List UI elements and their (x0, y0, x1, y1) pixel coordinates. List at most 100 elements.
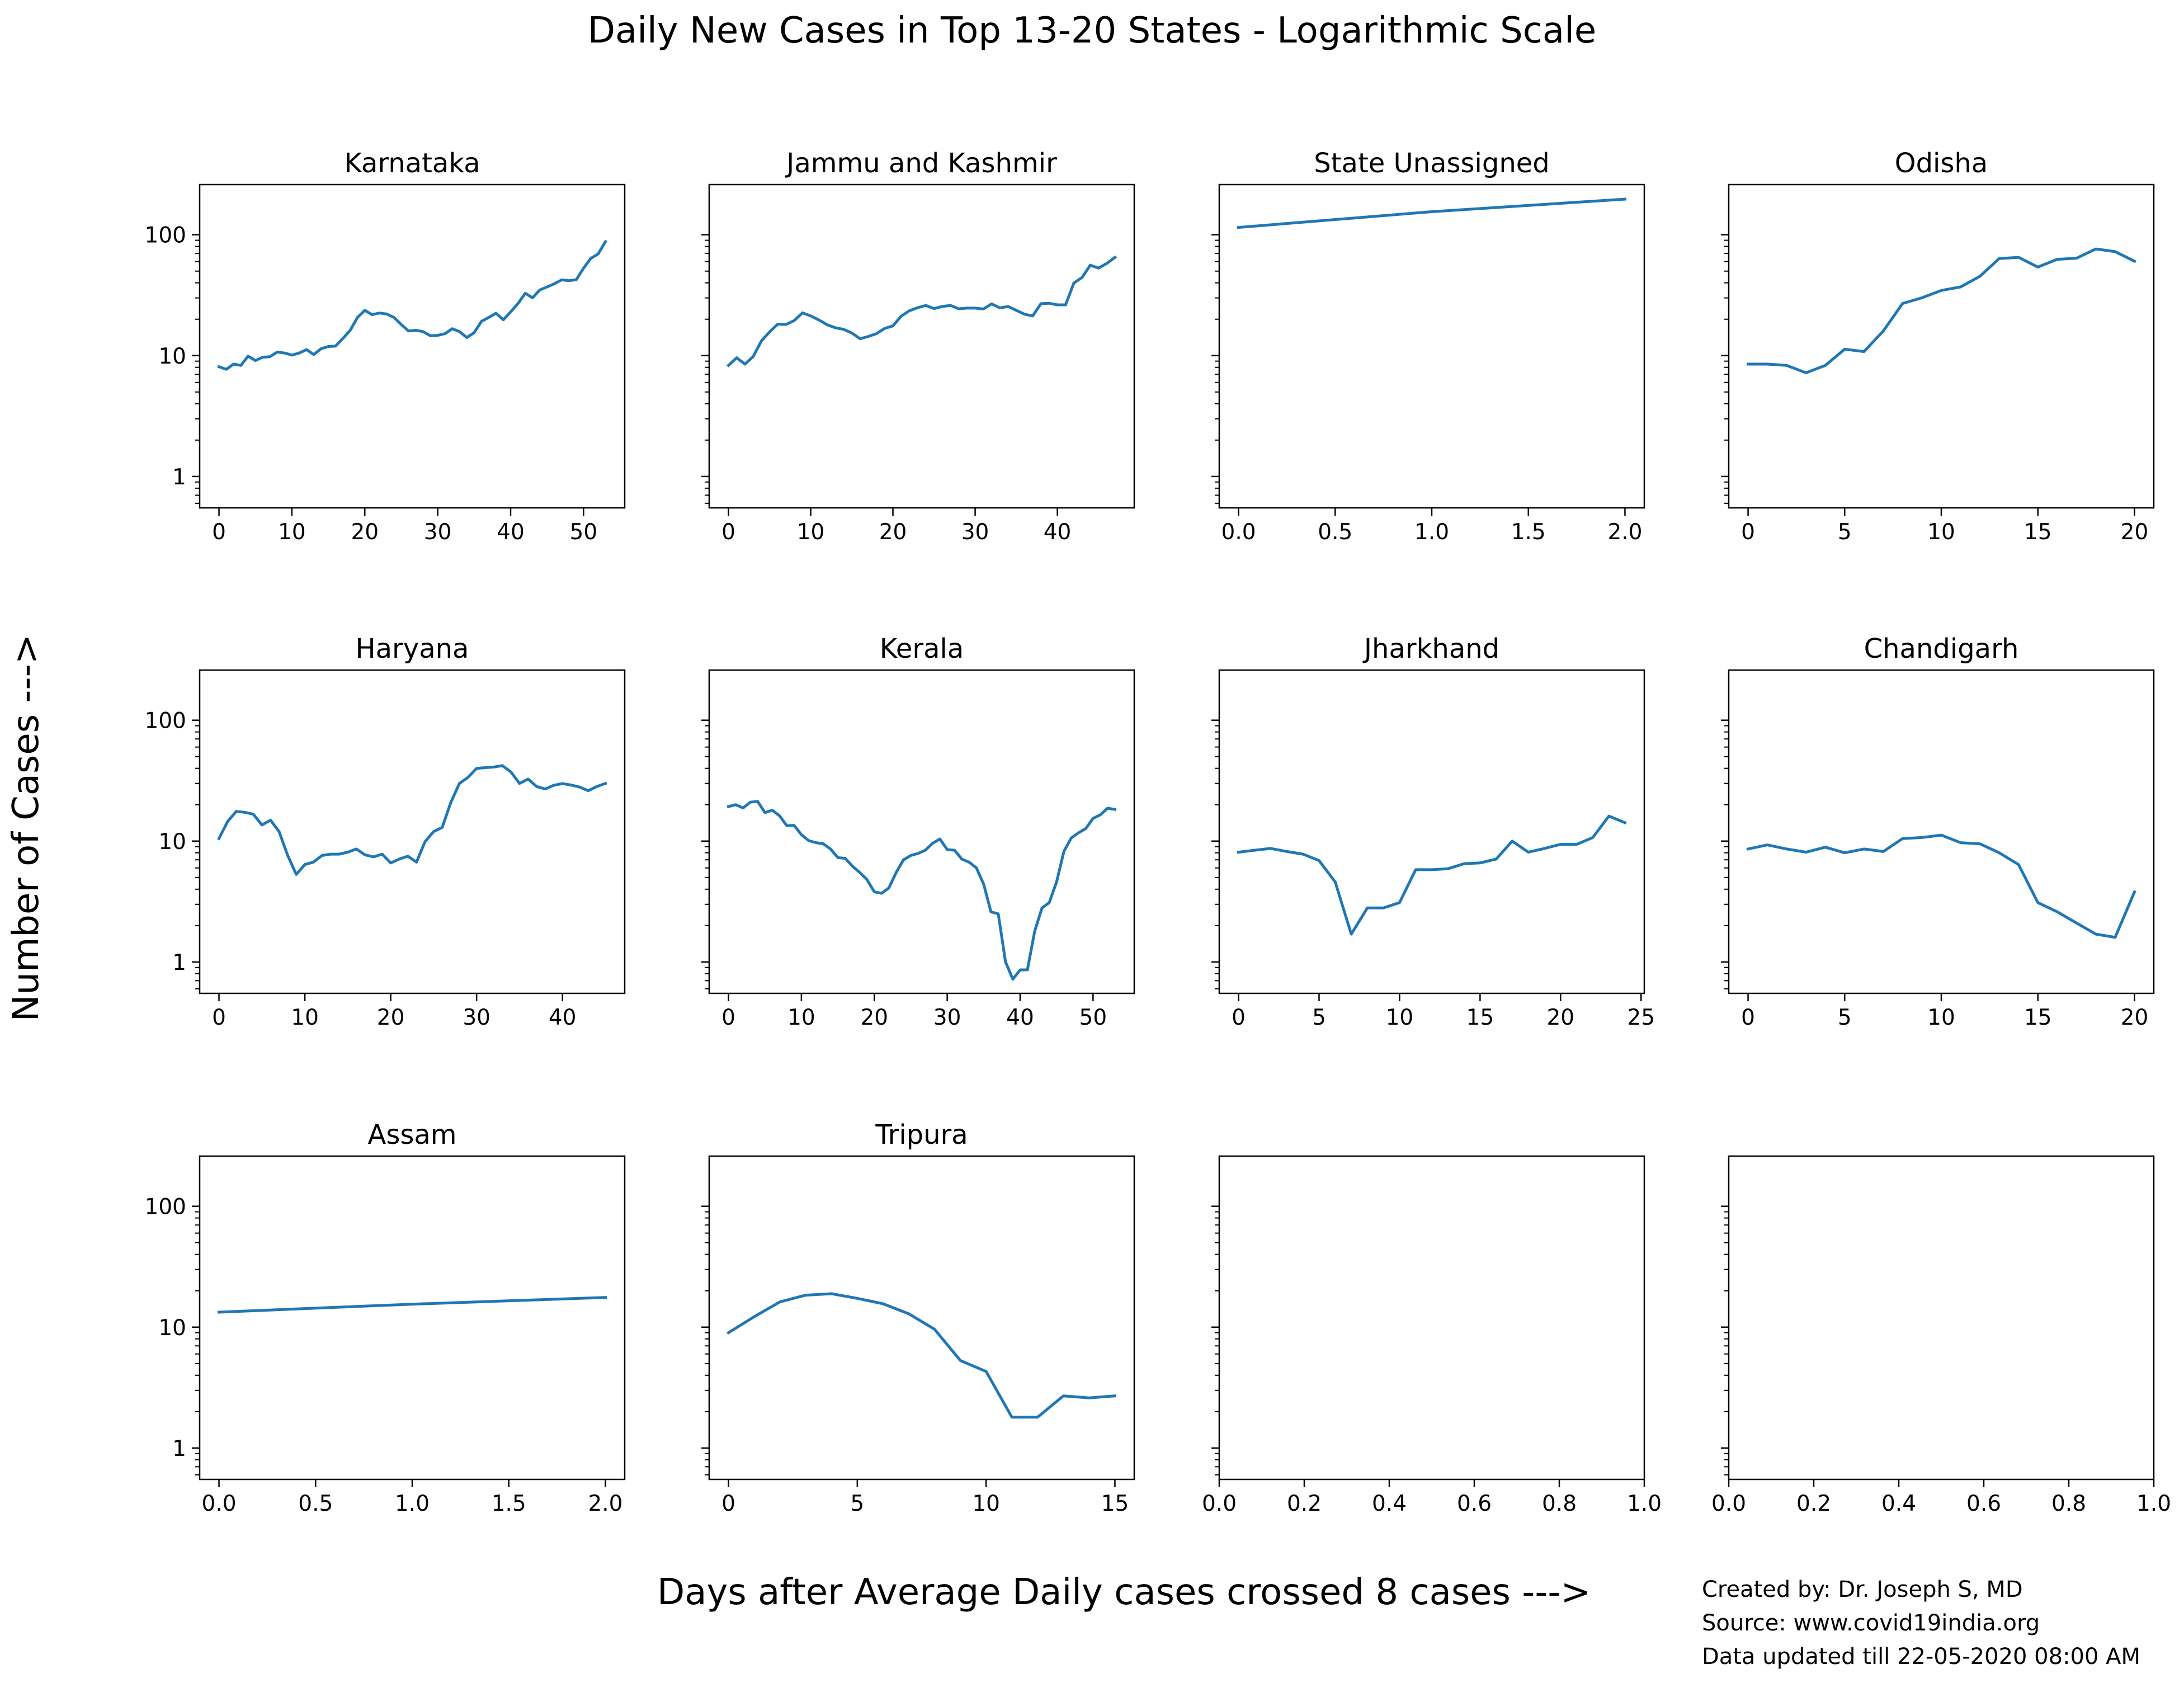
x-tick-label: 0.2 (1796, 1491, 1831, 1516)
y-tick-label: 10 (158, 829, 186, 855)
x-tick-label: 20 (879, 520, 907, 545)
subplot-title: Tripura (875, 1119, 968, 1151)
axes-frame (708, 183, 1135, 509)
x-tick-label: 40 (549, 1005, 577, 1030)
axes-frame (708, 669, 1135, 994)
y-tick-label: 100 (145, 1195, 186, 1220)
x-tick-label: 0 (721, 1491, 735, 1516)
subplot-state-unassigned-2: State Unassigned 0.0 0.5 1.0 1.5 2.0 (1211, 148, 1645, 545)
x-tick-label: 0 (212, 1005, 226, 1030)
subplot-karnataka-0: Karnataka 1 10 100 0 10 20 30 40 50 (145, 148, 626, 545)
x-tick-label: 5 (1838, 1005, 1852, 1030)
y-tick-label: 1 (172, 950, 186, 975)
x-tick-label: 1.5 (492, 1491, 526, 1516)
x-tick-label: 30 (424, 520, 452, 545)
x-tick-label: 20 (1546, 1005, 1574, 1030)
x-tick-label: 40 (497, 520, 525, 545)
series-line (1747, 247, 2136, 375)
y-tick-label: 1 (172, 465, 186, 490)
x-tick-label: 1.0 (395, 1491, 430, 1516)
y-tick-label: 10 (158, 344, 186, 369)
credit-updated: Data updated till 22-05-2020 08:00 AM (1702, 1644, 2141, 1670)
subplot-jharkhand-6: Jharkhand 0 5 10 15 20 25 (1211, 633, 1655, 1030)
x-tick-label: 10 (797, 520, 825, 545)
x-tick-label: 30 (961, 520, 989, 545)
x-tick-label: 0 (721, 520, 735, 545)
subplot-title: Assam (367, 1119, 456, 1151)
y-tick-label: 10 (158, 1316, 186, 1341)
axes-frame (708, 1155, 1135, 1481)
x-tick-label: 10 (278, 520, 306, 545)
axes-frame (199, 183, 626, 509)
x-tick-label: 0.0 (1221, 520, 1256, 545)
x-tick-label: 5 (850, 1491, 864, 1516)
subplot-title: Karnataka (344, 148, 480, 179)
x-tick-label: 50 (1079, 1005, 1107, 1030)
x-tick-label: 0.0 (202, 1491, 237, 1516)
subplot-empty-10: 0.0 0.2 0.4 0.6 0.8 1.0 (1202, 1155, 1662, 1516)
x-tick-label: 5 (1312, 1005, 1326, 1030)
x-tick-label: 40 (1044, 520, 1072, 545)
subplot-haryana-4: Haryana 1 10 100 0 10 20 30 40 (145, 633, 626, 1030)
credit-author: Created by: Dr. Joseph S, MD (1702, 1577, 2023, 1602)
x-tick-label: 0.0 (1202, 1491, 1237, 1516)
x-tick-label: 1.5 (1511, 520, 1546, 545)
x-tick-label: 10 (1927, 520, 1955, 545)
x-tick-label: 15 (1466, 1005, 1494, 1030)
x-tick-label: 15 (2024, 520, 2052, 545)
x-tick-label: 15 (1101, 1491, 1129, 1516)
y-axis-label: Number of Cases ---> (6, 634, 47, 1022)
series-line (726, 255, 1117, 367)
series-line (1237, 814, 1627, 936)
x-tick-label: 30 (463, 1005, 490, 1030)
x-tick-label: 1.0 (1627, 1491, 1662, 1516)
x-tick-label: 30 (933, 1005, 961, 1030)
series-line (217, 764, 607, 876)
x-tick-label: 10 (291, 1005, 319, 1030)
x-axis-label: Days after Average Daily cases crossed 8… (657, 1572, 1591, 1613)
x-tick-label: 15 (2024, 1005, 2052, 1030)
x-tick-label: 0.6 (1457, 1491, 1492, 1516)
subplot-title: Odisha (1895, 148, 1988, 179)
x-tick-label: 2.0 (1607, 520, 1642, 545)
x-tick-label: 10 (1386, 1005, 1414, 1030)
x-tick-label: 0.8 (2051, 1491, 2086, 1516)
subplot-title: State Unassigned (1314, 148, 1550, 179)
x-tick-label: 0.8 (1542, 1491, 1577, 1516)
subplot-assam-8: Assam 1 10 100 0.0 0.5 1.0 1.5 2.0 (145, 1119, 626, 1516)
subplot-title: Haryana (356, 633, 469, 664)
axes-frame (199, 669, 626, 994)
subplot-title: Jammu and Kashmir (785, 148, 1057, 179)
axes-frame (1728, 183, 2155, 509)
x-tick-label: 2.0 (588, 1491, 622, 1516)
x-tick-label: 20 (2121, 1005, 2149, 1030)
series-line (727, 800, 1117, 981)
subplot-jammu-and-kashmir-1: Jammu and Kashmir 0 10 20 30 40 (701, 148, 1135, 545)
credits-block: Created by: Dr. Joseph S, MD Source: www… (1702, 1573, 2140, 1673)
figure-title: Daily New Cases in Top 13-20 States - Lo… (587, 10, 1597, 51)
x-tick-label: 1.0 (2136, 1491, 2171, 1516)
series-line (217, 239, 607, 371)
series-line (1746, 833, 2136, 939)
x-tick-label: 20 (377, 1005, 405, 1030)
x-tick-label: 20 (860, 1005, 888, 1030)
series-line (1237, 197, 1627, 229)
subplot-title: Kerala (880, 633, 964, 664)
x-tick-label: 10 (972, 1491, 1000, 1516)
y-tick-label: 1 (172, 1436, 186, 1462)
axes-frame (1728, 669, 2155, 994)
subplot-tripura-9: Tripura 0 5 10 15 (701, 1119, 1135, 1516)
axes-frame (1218, 669, 1645, 994)
x-tick-label: 0.0 (1711, 1491, 1746, 1516)
x-tick-label: 0.4 (1372, 1491, 1407, 1516)
axes-frame (1218, 183, 1645, 509)
axes-frame (1218, 1155, 1645, 1481)
subplot-title: Chandigarh (1864, 633, 2019, 664)
x-tick-label: 0.4 (1881, 1491, 1916, 1516)
subplot-title: Jharkhand (1362, 633, 1499, 664)
x-tick-label: 0 (1741, 520, 1755, 545)
series-line (727, 1292, 1117, 1419)
x-tick-label: 5 (1838, 520, 1852, 545)
